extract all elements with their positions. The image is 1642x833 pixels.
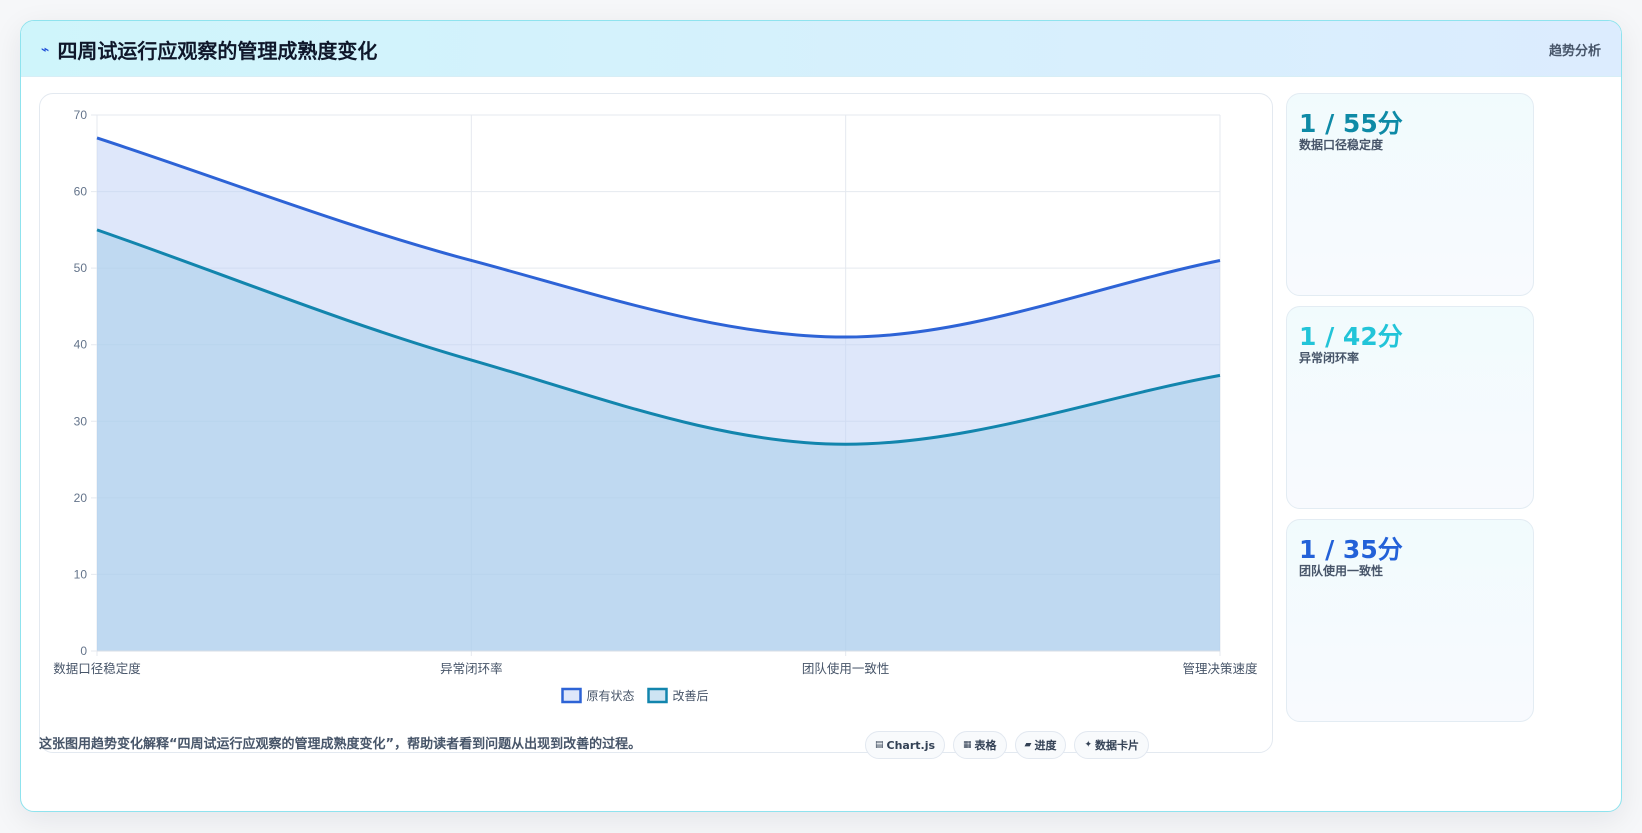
chip-data-card[interactable]: ✦ 数据卡片 — [1074, 731, 1150, 759]
chip-progress[interactable]: ▰ 进度 — [1014, 731, 1067, 759]
tech-chips: ▤ Chart.js ▦ 表格 ▰ 进度 ✦ 数据卡片 — [865, 731, 1150, 759]
stat-label: 团队使用一致性 — [1299, 564, 1384, 578]
chip-label: 数据卡片 — [1095, 739, 1140, 752]
stat-card-1: 1 / 55分 数据口径稳定度 — [1286, 93, 1534, 296]
card-icon: ✦ — [1084, 740, 1093, 750]
legend-swatch — [561, 687, 582, 704]
y-tick-label: 60 — [74, 185, 88, 199]
stat-card-3: 1 / 35分 团队使用一致性 — [1286, 519, 1534, 722]
y-tick-label: 40 — [74, 338, 88, 352]
progress-icon: ▰ — [1024, 740, 1032, 750]
area-chart: 0 10 20 30 40 50 60 70 数据口径稳定度 异常闭环率 团队使用一致性 管理决策速度… — [53, 108, 1258, 704]
chip-label: 表格 — [974, 739, 997, 752]
panel-header: ⌁ 四周试运行应观察的管理成熟度变化 趋势分析 — [21, 21, 1621, 77]
legend-label: 原有状态 — [587, 689, 635, 703]
chart-line-icon: ⌁ — [41, 41, 50, 58]
page-title: 四周试运行应观察的管理成熟度变化 — [57, 39, 378, 63]
y-tick-label: 50 — [74, 261, 88, 275]
stat-value: 1 / 55分 — [1299, 109, 1403, 138]
chart-icon: ▤ — [875, 740, 884, 750]
stat-card-2: 1 / 42分 异常闭环率 — [1286, 306, 1534, 509]
x-category-label: 异常闭环率 — [440, 661, 503, 676]
x-category-label: 管理决策速度 — [1182, 661, 1258, 676]
legend-label: 改善后 — [673, 688, 709, 703]
chart-panel: ⌁ 四周试运行应观察的管理成熟度变化 趋势分析 0 10 20 30 40 50 60 70 数… — [20, 20, 1622, 812]
y-tick-label: 30 — [74, 414, 88, 428]
table-icon: ▦ — [963, 740, 972, 750]
chip-chartjs[interactable]: ▤ Chart.js — [865, 731, 946, 759]
y-tick-label: 20 — [74, 491, 88, 505]
stat-value: 1 / 42分 — [1299, 322, 1403, 351]
panel-title: ⌁ 四周试运行应观察的管理成熟度变化 — [41, 35, 377, 64]
chart-card: 0 10 20 30 40 50 60 70 数据口径稳定度 异常闭环率 团队使用一致性 管理决策速度… — [39, 93, 1273, 753]
series-area-2 — [97, 229, 1220, 651]
chip-table[interactable]: ▦ 表格 — [953, 731, 1007, 759]
header-tag[interactable]: 趋势分析 — [1548, 44, 1601, 59]
series-line-1 — [96, 136, 1221, 339]
stat-value: 1 / 35分 — [1299, 535, 1403, 564]
x-category-label: 团队使用一致性 — [802, 661, 890, 676]
legend-swatch — [647, 687, 668, 704]
series-line-2 — [96, 228, 1221, 446]
chart-description: 这张图用趋势变化解释“四周试运行应观察的管理成熟度变化”，帮助读者看到问题从出现… — [39, 737, 642, 752]
y-tick-label: 70 — [74, 108, 88, 122]
chip-label: 进度 — [1034, 739, 1057, 752]
stat-label: 数据口径稳定度 — [1299, 138, 1384, 152]
y-tick-label: 10 — [74, 567, 88, 581]
x-category-label: 数据口径稳定度 — [53, 661, 141, 676]
chip-label: Chart.js — [886, 738, 936, 752]
stat-label: 异常闭环率 — [1299, 351, 1360, 365]
y-tick-label: 0 — [80, 644, 87, 658]
